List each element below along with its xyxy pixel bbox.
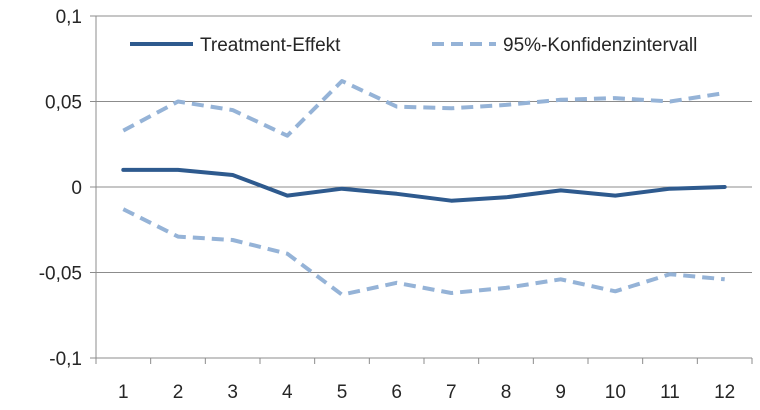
axes [90,15,753,364]
series-lines [121,79,727,297]
legend: Treatment-Effekt 95%-Konfidenzintervall [130,35,697,56]
y-tick-label-2: 0 [71,178,82,199]
x-tick-label-10: 11 [660,382,680,403]
y-tick-label-3: -0,05 [39,264,82,285]
y-tick-label-0: 0,1 [56,7,82,28]
x-tick-label-0: 1 [118,382,129,403]
x-tick-label-7: 8 [501,382,512,403]
x-tick-label-6: 7 [446,382,457,403]
y-tick-label-1: 0,05 [45,93,82,114]
y-axis-tick-labels: 0,1 0,05 0 -0,05 -0,1 [39,7,82,370]
grid-lines [96,15,752,359]
series-treatment-effect-line [121,167,727,203]
x-tick-label-9: 10 [605,382,626,403]
y-tick-label-4: -0,1 [49,349,82,370]
series-confidence-lower-line [122,207,725,297]
x-tick-label-4: 5 [337,382,348,403]
x-tick-label-11: 12 [714,382,735,403]
series-confidence-upper-line [122,79,726,138]
x-tick-label-8: 9 [555,382,566,403]
legend-label-treatment: Treatment-Effekt [200,35,341,56]
x-tick-label-1: 2 [173,382,184,403]
x-tick-label-3: 4 [282,382,293,403]
x-tick-label-5: 6 [391,382,402,403]
x-tick-label-2: 3 [227,382,238,403]
legend-label-confidence: 95%-Konfidenzintervall [503,35,697,56]
x-axis-tick-labels: 1 2 3 4 5 6 7 8 9 10 11 12 [118,382,735,403]
